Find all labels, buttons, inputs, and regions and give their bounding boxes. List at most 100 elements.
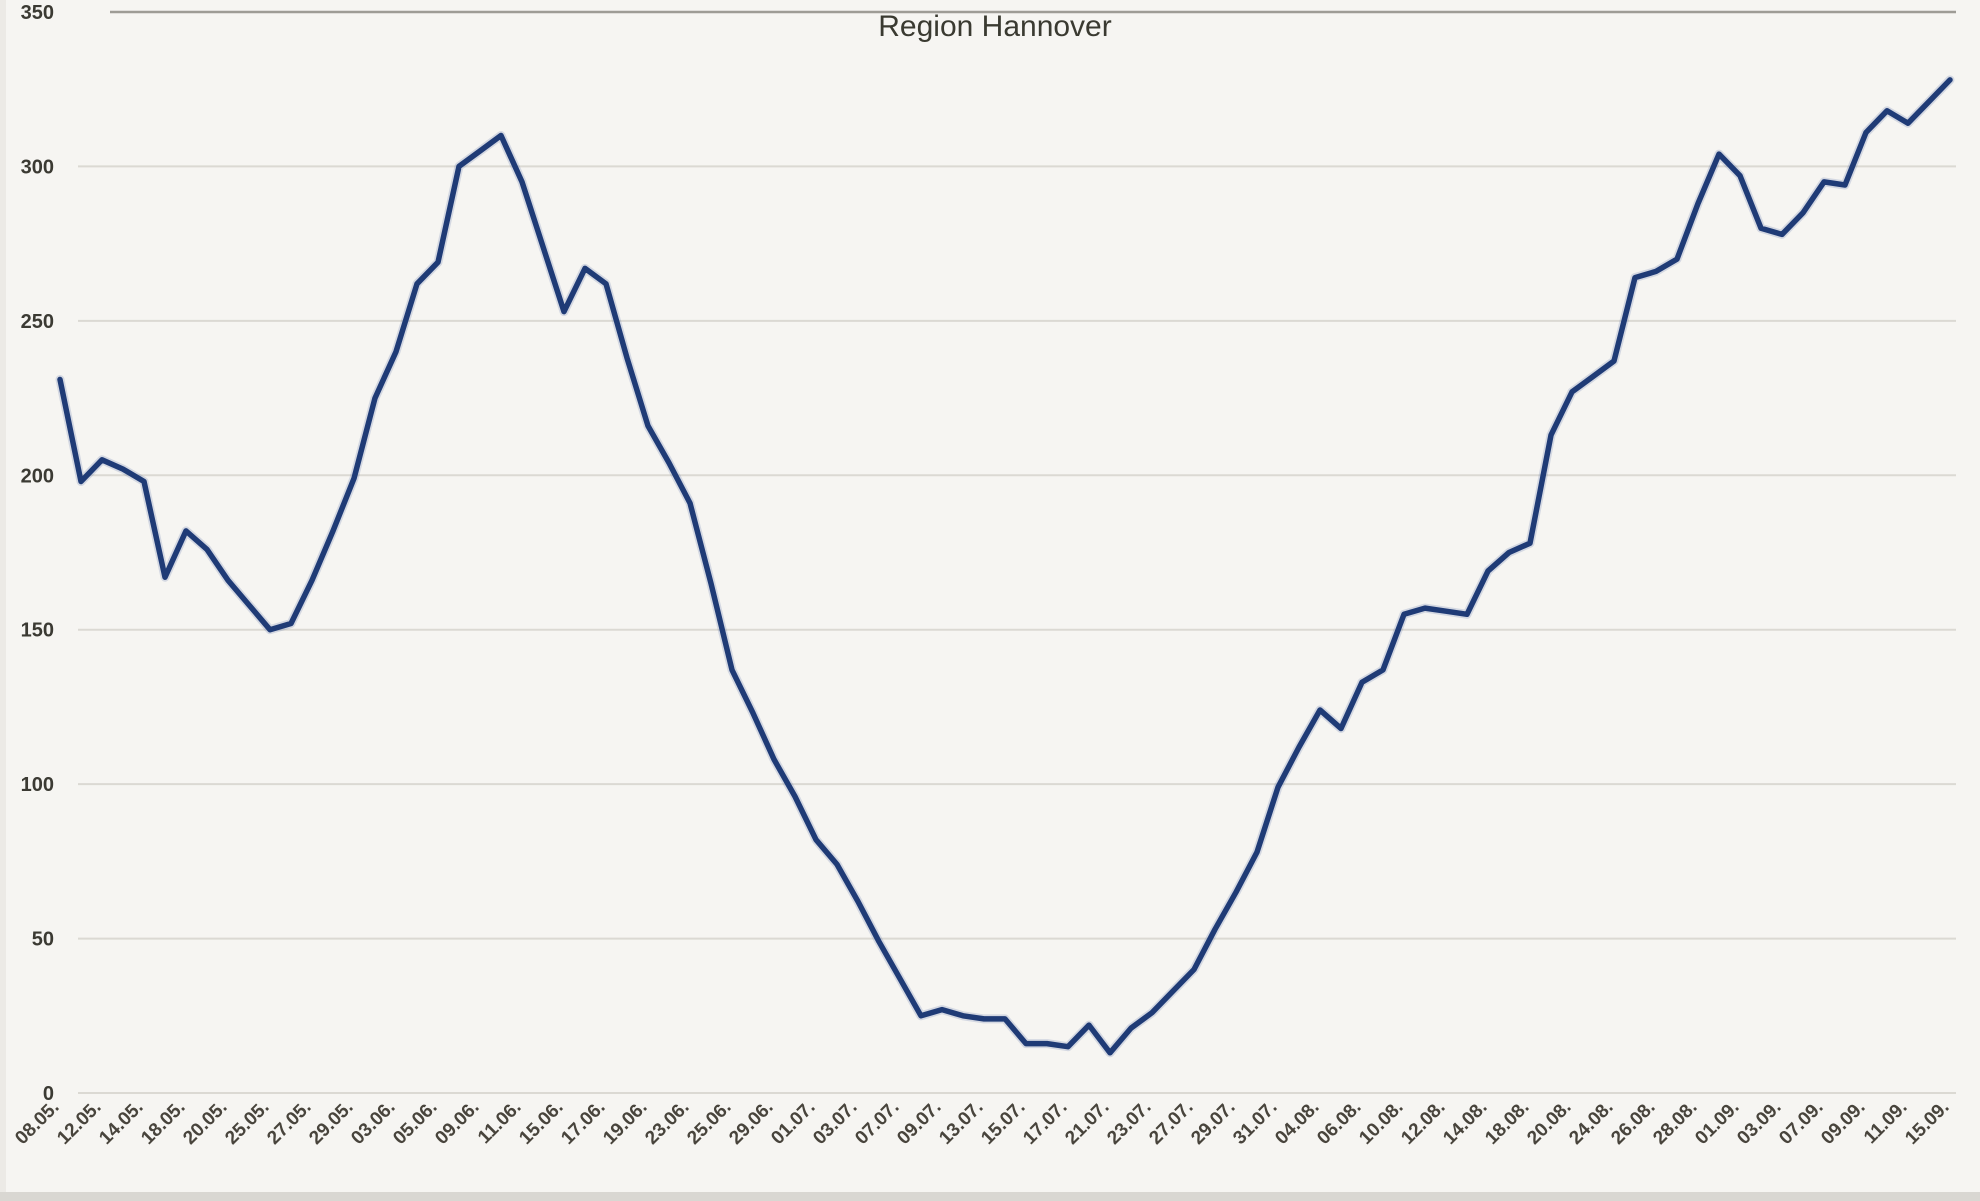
x-axis-tick-label: 01.07.: [767, 1097, 819, 1149]
x-axis-tick-label: 03.09.: [1733, 1097, 1785, 1149]
x-axis-tick: 17.07.: [1019, 1097, 1071, 1149]
x-axis-tick: 20.05.: [179, 1097, 231, 1149]
x-axis-tick: 11.09.: [1860, 1097, 1911, 1148]
x-axis-tick-label: 11.06.: [474, 1097, 525, 1148]
x-axis-tick: 14.08.: [1439, 1097, 1491, 1149]
x-axis-tick: 14.05.: [95, 1097, 147, 1149]
x-axis-tick-label: 23.07.: [1103, 1097, 1155, 1149]
x-axis-tick-label: 15.06.: [515, 1097, 567, 1149]
x-axis-tick: 08.05.: [11, 1097, 63, 1149]
x-axis-tick-label: 09.09.: [1817, 1097, 1869, 1149]
x-axis-tick: 03.07.: [809, 1097, 861, 1149]
x-axis-tick: 10.08.: [1355, 1097, 1407, 1149]
x-axis-tick-label: 12.08.: [1397, 1097, 1449, 1149]
x-axis-tick-label: 14.05.: [95, 1097, 147, 1149]
x-axis-tick-label: 06.08.: [1313, 1097, 1365, 1149]
x-axis-tick-label: 07.07.: [851, 1097, 903, 1149]
y-axis-tick-label: 350: [21, 2, 54, 24]
x-axis-tick: 05.06.: [389, 1097, 441, 1149]
x-axis-tick-label: 19.06.: [599, 1097, 651, 1149]
x-axis-tick: 09.09.: [1817, 1097, 1869, 1149]
x-axis-tick: 25.06.: [683, 1097, 735, 1149]
x-axis-tick: 15.09.: [1901, 1097, 1953, 1149]
x-axis-tick-label: 26.08.: [1607, 1097, 1659, 1149]
y-axis-tick-label: 50: [32, 929, 54, 951]
x-axis-tick: 29.06.: [725, 1097, 777, 1149]
x-axis-tick-label: 09.06.: [431, 1097, 483, 1149]
x-axis-tick-label: 04.08.: [1271, 1097, 1323, 1149]
x-axis-tick-label: 13.07.: [935, 1097, 987, 1149]
x-axis-tick: 04.08.: [1271, 1097, 1323, 1149]
x-axis-tick-label: 29.07.: [1187, 1097, 1239, 1149]
x-axis-tick-label: 17.07.: [1019, 1097, 1071, 1149]
x-axis-tick-label: 20.05.: [179, 1097, 231, 1149]
x-axis-tick: 12.08.: [1397, 1097, 1449, 1149]
y-axis-tick-label: 0: [43, 1083, 54, 1105]
x-axis-tick-label: 03.07.: [809, 1097, 861, 1149]
x-axis-tick-label: 21.07.: [1061, 1097, 1113, 1149]
x-axis-tick-label: 09.07.: [893, 1097, 945, 1149]
x-axis-tick-label: 31.07.: [1229, 1097, 1281, 1149]
x-axis-tick: 03.09.: [1733, 1097, 1785, 1149]
x-axis-tick-label: 08.05.: [11, 1097, 63, 1149]
x-axis-tick: 19.06.: [599, 1097, 651, 1149]
x-axis-tick: 13.07.: [935, 1097, 987, 1149]
x-axis-tick-label: 14.08.: [1439, 1097, 1491, 1149]
x-axis-tick-label: 17.06.: [557, 1097, 609, 1149]
x-axis-tick: 29.05.: [305, 1097, 357, 1149]
x-axis-tick-label: 03.06.: [347, 1097, 399, 1149]
y-axis-tick-label: 200: [21, 465, 54, 487]
x-axis-tick: 23.06.: [641, 1097, 693, 1149]
y-axis-tick-label: 300: [21, 156, 54, 178]
x-axis-tick-label: 23.06.: [641, 1097, 693, 1149]
chart-title: Region Hannover: [878, 10, 1111, 43]
x-axis-tick: 25.05.: [221, 1097, 273, 1149]
x-axis-tick-label: 20.08.: [1523, 1097, 1575, 1149]
x-axis-tick: 23.07.: [1103, 1097, 1155, 1149]
y-axis-tick-label: 150: [21, 620, 54, 642]
x-axis-tick: 20.08.: [1523, 1097, 1575, 1149]
x-axis-tick-label: 07.09.: [1775, 1097, 1827, 1149]
x-axis-tick: 28.08.: [1649, 1097, 1701, 1149]
x-axis-tick-label: 27.07.: [1145, 1097, 1197, 1149]
x-axis-tick: 03.06.: [347, 1097, 399, 1149]
x-axis-tick: 12.05.: [53, 1097, 105, 1149]
x-axis-tick-label: 05.06.: [389, 1097, 441, 1149]
x-axis-tick-label: 15.09.: [1901, 1097, 1953, 1149]
x-axis-tick: 01.07.: [767, 1097, 819, 1149]
x-axis-tick: 27.05.: [263, 1097, 315, 1149]
image-left-edge: [0, 0, 6, 1201]
x-axis-tick: 26.08.: [1607, 1097, 1659, 1149]
x-axis-tick-label: 11.09.: [1860, 1097, 1911, 1148]
x-axis-tick-label: 10.08.: [1355, 1097, 1407, 1149]
x-axis-tick: 09.07.: [893, 1097, 945, 1149]
data-series: [55, 75, 1955, 1058]
x-axis-tick: 07.09.: [1775, 1097, 1827, 1149]
x-axis-tick: 15.06.: [515, 1097, 567, 1149]
image-bottom-edge: [0, 1192, 1980, 1201]
y-axis-tick-label: 250: [21, 311, 54, 333]
x-axis-tick: 18.05.: [137, 1097, 189, 1149]
x-axis-tick-label: 12.05.: [53, 1097, 105, 1149]
x-axis-tick: 18.08.: [1481, 1097, 1533, 1149]
x-axis-tick: 09.06.: [431, 1097, 483, 1149]
x-axis-tick-label: 28.08.: [1649, 1097, 1701, 1149]
x-axis-tick-label: 01.09.: [1691, 1097, 1743, 1149]
x-axis-tick-label: 18.05.: [137, 1097, 189, 1149]
data-line-halo: [55, 75, 1955, 1058]
y-axis-labels: 0 50 100 150 200 250 300 350: [21, 2, 54, 1105]
x-axis-tick: 24.08.: [1565, 1097, 1617, 1149]
x-axis-tick-label: 25.06.: [683, 1097, 735, 1149]
x-axis-tick: 21.07.: [1061, 1097, 1113, 1149]
x-axis-tick-label: 25.05.: [221, 1097, 273, 1149]
x-axis-tick: 11.06.: [474, 1097, 525, 1148]
x-axis-tick: 29.07.: [1187, 1097, 1239, 1149]
x-axis-tick-label: 27.05.: [263, 1097, 315, 1149]
x-axis-tick-label: 15.07.: [977, 1097, 1029, 1149]
x-axis-tick-label: 24.08.: [1565, 1097, 1617, 1149]
x-axis-tick: 07.07.: [851, 1097, 903, 1149]
grid-lines: [78, 10, 1956, 1094]
x-axis-tick: 17.06.: [557, 1097, 609, 1149]
